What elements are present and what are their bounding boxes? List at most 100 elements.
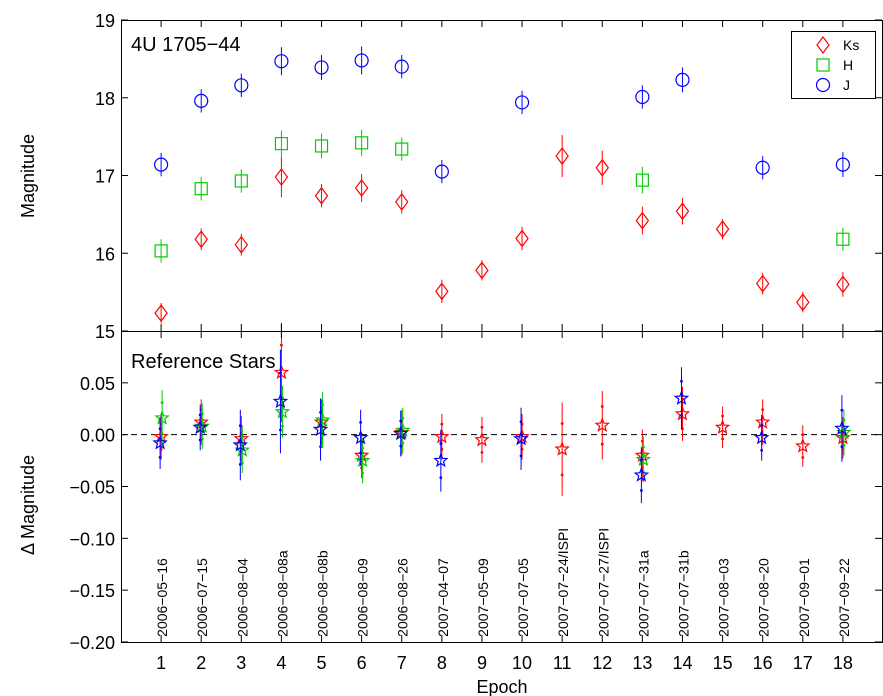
star-dot-j: [760, 423, 764, 427]
star-dot-ks: [600, 405, 604, 408]
point-j: [753, 429, 770, 445]
star-dot-j: [840, 408, 844, 412]
x-tick-label: 11: [553, 653, 572, 673]
star-dot-j: [238, 424, 242, 428]
epoch-label: 2006−08−04: [234, 558, 250, 637]
star-dot-j: [359, 451, 363, 455]
point-j: [635, 89, 650, 105]
legend-label-j: J: [843, 77, 850, 93]
y-tick-label: −0.05: [69, 478, 115, 498]
star-dot-j: [198, 413, 202, 417]
point-h: [314, 411, 331, 427]
y-tick-label: 19: [95, 11, 115, 31]
star-dot-j: [158, 455, 162, 459]
point-ks: [194, 230, 208, 249]
star-dot-h: [160, 432, 164, 435]
point-ks: [154, 304, 168, 323]
point-j: [394, 59, 409, 74]
point-ks: [675, 202, 690, 221]
x-tick-label: 8: [437, 653, 447, 673]
top-y-axis-label: Magnitude: [18, 134, 38, 218]
point-h: [314, 139, 329, 153]
x-tick-label: 3: [236, 653, 246, 673]
point-j: [234, 78, 249, 93]
point-j: [194, 93, 209, 108]
y-tick-label: 15: [95, 322, 115, 342]
star-dot-h: [641, 445, 645, 449]
epoch-label: 2007−09−01: [796, 558, 812, 637]
point-ks: [273, 364, 290, 380]
point-j: [434, 164, 449, 179]
x-axis-label: Epoch: [476, 677, 527, 696]
star-dot-j: [399, 419, 403, 423]
axes-frame: 1 2 3 4 5 6 7 8 9 10 11 12 13 14 15 16 17 181516171819−0.…: [69, 11, 883, 673]
point-j: [633, 466, 650, 482]
x-tick-label: 13: [632, 653, 652, 673]
x-tick-label: 15: [713, 653, 733, 673]
star-dot-h: [321, 434, 324, 437]
point-ks: [634, 447, 651, 463]
epoch-label: 2007−08−20: [756, 558, 772, 637]
star-dot-ks: [280, 343, 283, 347]
x-tick-label: 9: [477, 653, 487, 673]
star-dot-ks: [560, 422, 564, 425]
x-tick-label: 12: [592, 653, 612, 673]
point-ks: [594, 417, 611, 432]
star-dot-j: [399, 444, 403, 448]
point-ks: [515, 229, 529, 248]
x-tick-label: 2: [196, 653, 206, 673]
star-dot-ks: [761, 408, 765, 412]
y-tick-label: 17: [95, 167, 115, 187]
point-ks: [274, 168, 289, 187]
x-tick-label: 4: [276, 653, 286, 673]
epoch-label: 2006−08−09: [355, 558, 371, 637]
star-dot-j: [680, 379, 683, 383]
legend: Ks HJ: [791, 31, 876, 99]
point-ks: [795, 437, 811, 453]
star-dot-h: [401, 441, 405, 445]
star-dot-j: [319, 445, 322, 448]
point-ks: [435, 282, 449, 301]
point-j: [755, 160, 770, 175]
point-ks: [514, 428, 530, 444]
point-h: [354, 452, 371, 468]
legend-marker-h: [816, 58, 830, 72]
point-j: [272, 393, 289, 409]
x-tick-label: 16: [753, 653, 773, 673]
star-dot-j: [439, 442, 443, 445]
star-dot-j: [519, 454, 523, 458]
epoch-label: 2006−08−08b: [315, 550, 331, 637]
point-h: [635, 173, 649, 187]
y-tick-label: 18: [95, 89, 115, 109]
point-j: [352, 429, 369, 445]
legend-label-h: H: [843, 57, 853, 73]
y-tick-label: 0.00: [80, 426, 115, 446]
star-dot-ks: [721, 414, 724, 418]
star-dot-j: [639, 489, 643, 492]
star-dot-h: [281, 424, 284, 428]
star-dot-j: [279, 428, 282, 432]
point-ks: [635, 211, 650, 230]
epoch-label: 2007−07−27/ISPI: [595, 528, 611, 637]
star-dot-j: [319, 410, 322, 414]
star-dot-h: [240, 461, 244, 465]
star-dot-ks: [480, 425, 484, 429]
point-ks: [714, 419, 731, 435]
point-ks: [715, 220, 730, 239]
axis-labels: 4U 1705−44 Reference Stars Epoch Magnitu…: [18, 34, 528, 696]
point-j: [433, 452, 449, 468]
epoch-label: 2006−08−26: [395, 558, 411, 637]
legend-box: [791, 31, 876, 99]
point-h: [274, 137, 289, 151]
star-dot-j: [359, 420, 363, 424]
point-ks: [674, 405, 691, 421]
point-j: [274, 54, 289, 69]
star-dot-h: [240, 436, 244, 440]
star-dot-h: [160, 401, 164, 405]
bottom-panel-title: Reference Stars: [131, 351, 276, 373]
bottom-y-axis-label: Δ Magnitude: [18, 455, 38, 555]
epoch-label: 2007−08−03: [716, 558, 732, 637]
star-dot-j: [158, 427, 162, 431]
point-j: [192, 419, 208, 435]
